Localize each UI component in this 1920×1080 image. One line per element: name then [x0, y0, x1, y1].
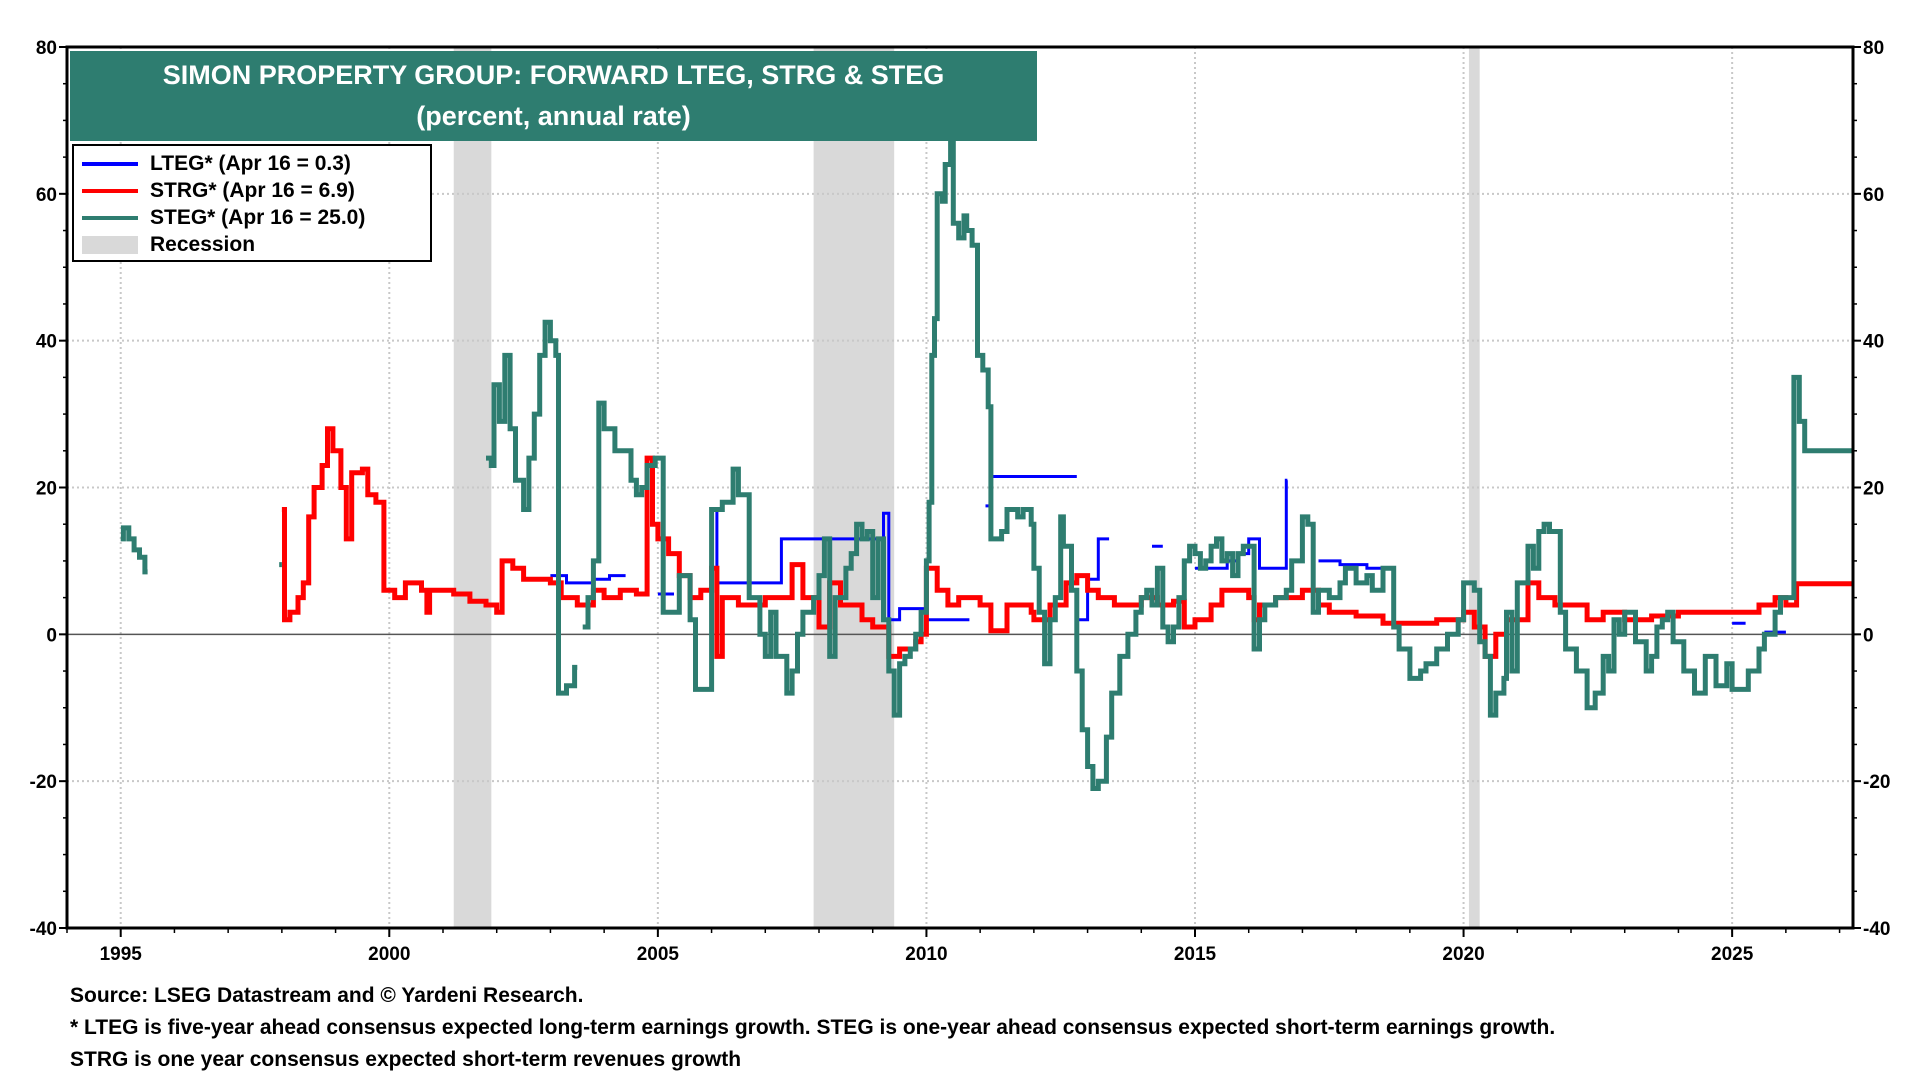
source-note: Source: LSEG Datastream and © Yardeni Re… [70, 984, 584, 1007]
y-tick-label-left: -40 [30, 919, 57, 940]
legend-label-steg: STEG* (Apr 16 = 25.0) [150, 205, 366, 229]
y-tick-label-left: 20 [36, 479, 57, 500]
x-tick-label: 2025 [1711, 944, 1754, 965]
y-tick-label-left: 60 [36, 185, 57, 206]
y-tick-label-left: 0 [46, 625, 57, 646]
x-tick-label: 2020 [1442, 944, 1484, 965]
y-tick-label-right: 0 [1863, 625, 1874, 646]
legend-item-steg: STEG* (Apr 16 = 25.0) [82, 204, 422, 231]
y-tick-label-right: -20 [1863, 772, 1890, 793]
y-tick-label-right: -40 [1863, 919, 1890, 940]
legend: LTEG* (Apr 16 = 0.3) STRG* (Apr 16 = 6.9… [72, 144, 432, 262]
y-tick-label-left: 80 [36, 38, 57, 59]
y-tick-label-left: 40 [36, 332, 57, 353]
y-tick-label-right: 80 [1863, 38, 1884, 59]
legend-swatch-strg [82, 188, 138, 193]
footnote-1: * LTEG is five-year ahead consensus expe… [70, 1016, 1556, 1039]
x-tick-label: 2005 [637, 944, 680, 965]
series-line-steg [120, 139, 1853, 791]
legend-label-lteg: LTEG* (Apr 16 = 0.3) [150, 151, 351, 175]
legend-item-lteg: LTEG* (Apr 16 = 0.3) [82, 150, 422, 177]
legend-swatch-lteg [82, 161, 138, 166]
footer: Source: LSEG Datastream and © Yardeni Re… [70, 980, 1555, 1076]
series-line-lteg [550, 475, 1786, 634]
legend-swatch-recession [82, 235, 138, 254]
chart-title: SIMON PROPERTY GROUP: FORWARD LTEG, STRG… [162, 60, 945, 90]
recession-band [1468, 47, 1480, 928]
y-tick-label-right: 60 [1863, 185, 1884, 206]
legend-label-strg: STRG* (Apr 16 = 6.9) [150, 178, 355, 202]
y-tick-label-right: 40 [1863, 332, 1884, 353]
x-tick-label: 2015 [1174, 944, 1217, 965]
y-tick-label-right: 20 [1863, 479, 1884, 500]
legend-item-strg: STRG* (Apr 16 = 6.9) [82, 177, 422, 204]
legend-label-recession: Recession [150, 232, 256, 256]
x-tick-label: 2000 [368, 944, 410, 965]
chart-title-box: SIMON PROPERTY GROUP: FORWARD LTEG, STRG… [70, 51, 1037, 141]
legend-swatch-steg [82, 215, 138, 220]
footnote-2: STRG is one year consensus expected shor… [70, 1048, 742, 1071]
x-tick-label: 2010 [905, 944, 947, 965]
chart-subtitle: (percent, annual rate) [416, 101, 691, 131]
legend-item-recession: Recession [82, 231, 422, 258]
y-tick-label-left: -20 [30, 772, 57, 793]
x-tick-label: 1995 [100, 944, 143, 965]
plot-frame [65, 45, 1855, 930]
